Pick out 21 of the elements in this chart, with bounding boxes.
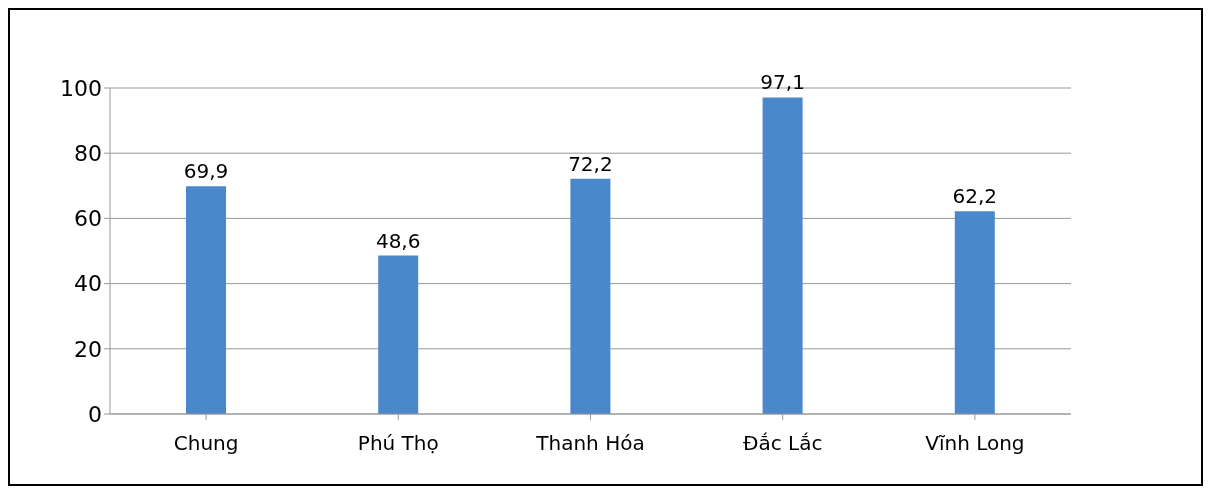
y-tick-label: 80 — [74, 141, 102, 167]
bar — [570, 178, 611, 414]
x-tick-label: Đắc Lắc — [742, 431, 823, 456]
bar — [378, 255, 419, 414]
x-tick-label: Chung — [173, 431, 239, 456]
y-tick-label: 20 — [74, 336, 102, 362]
bar — [186, 186, 226, 414]
y-tick-label: 40 — [74, 271, 102, 297]
bar — [762, 97, 803, 414]
data-label: 72,2 — [568, 151, 613, 176]
y-tick-label: 0 — [88, 401, 102, 427]
data-label: 48,6 — [375, 228, 421, 253]
x-tick-label: Phú Thọ — [357, 431, 439, 456]
y-tick-label: 60 — [74, 206, 102, 232]
bar — [954, 211, 995, 414]
data-label: 62,2 — [952, 184, 998, 209]
x-tick-label: Vĩnh Long — [925, 431, 1025, 456]
x-tick-label: Thanh Hóa — [535, 431, 645, 456]
y-tick-label: 100 — [60, 75, 102, 101]
data-label: 97,1 — [760, 70, 805, 95]
data-label: 69,9 — [183, 159, 229, 184]
